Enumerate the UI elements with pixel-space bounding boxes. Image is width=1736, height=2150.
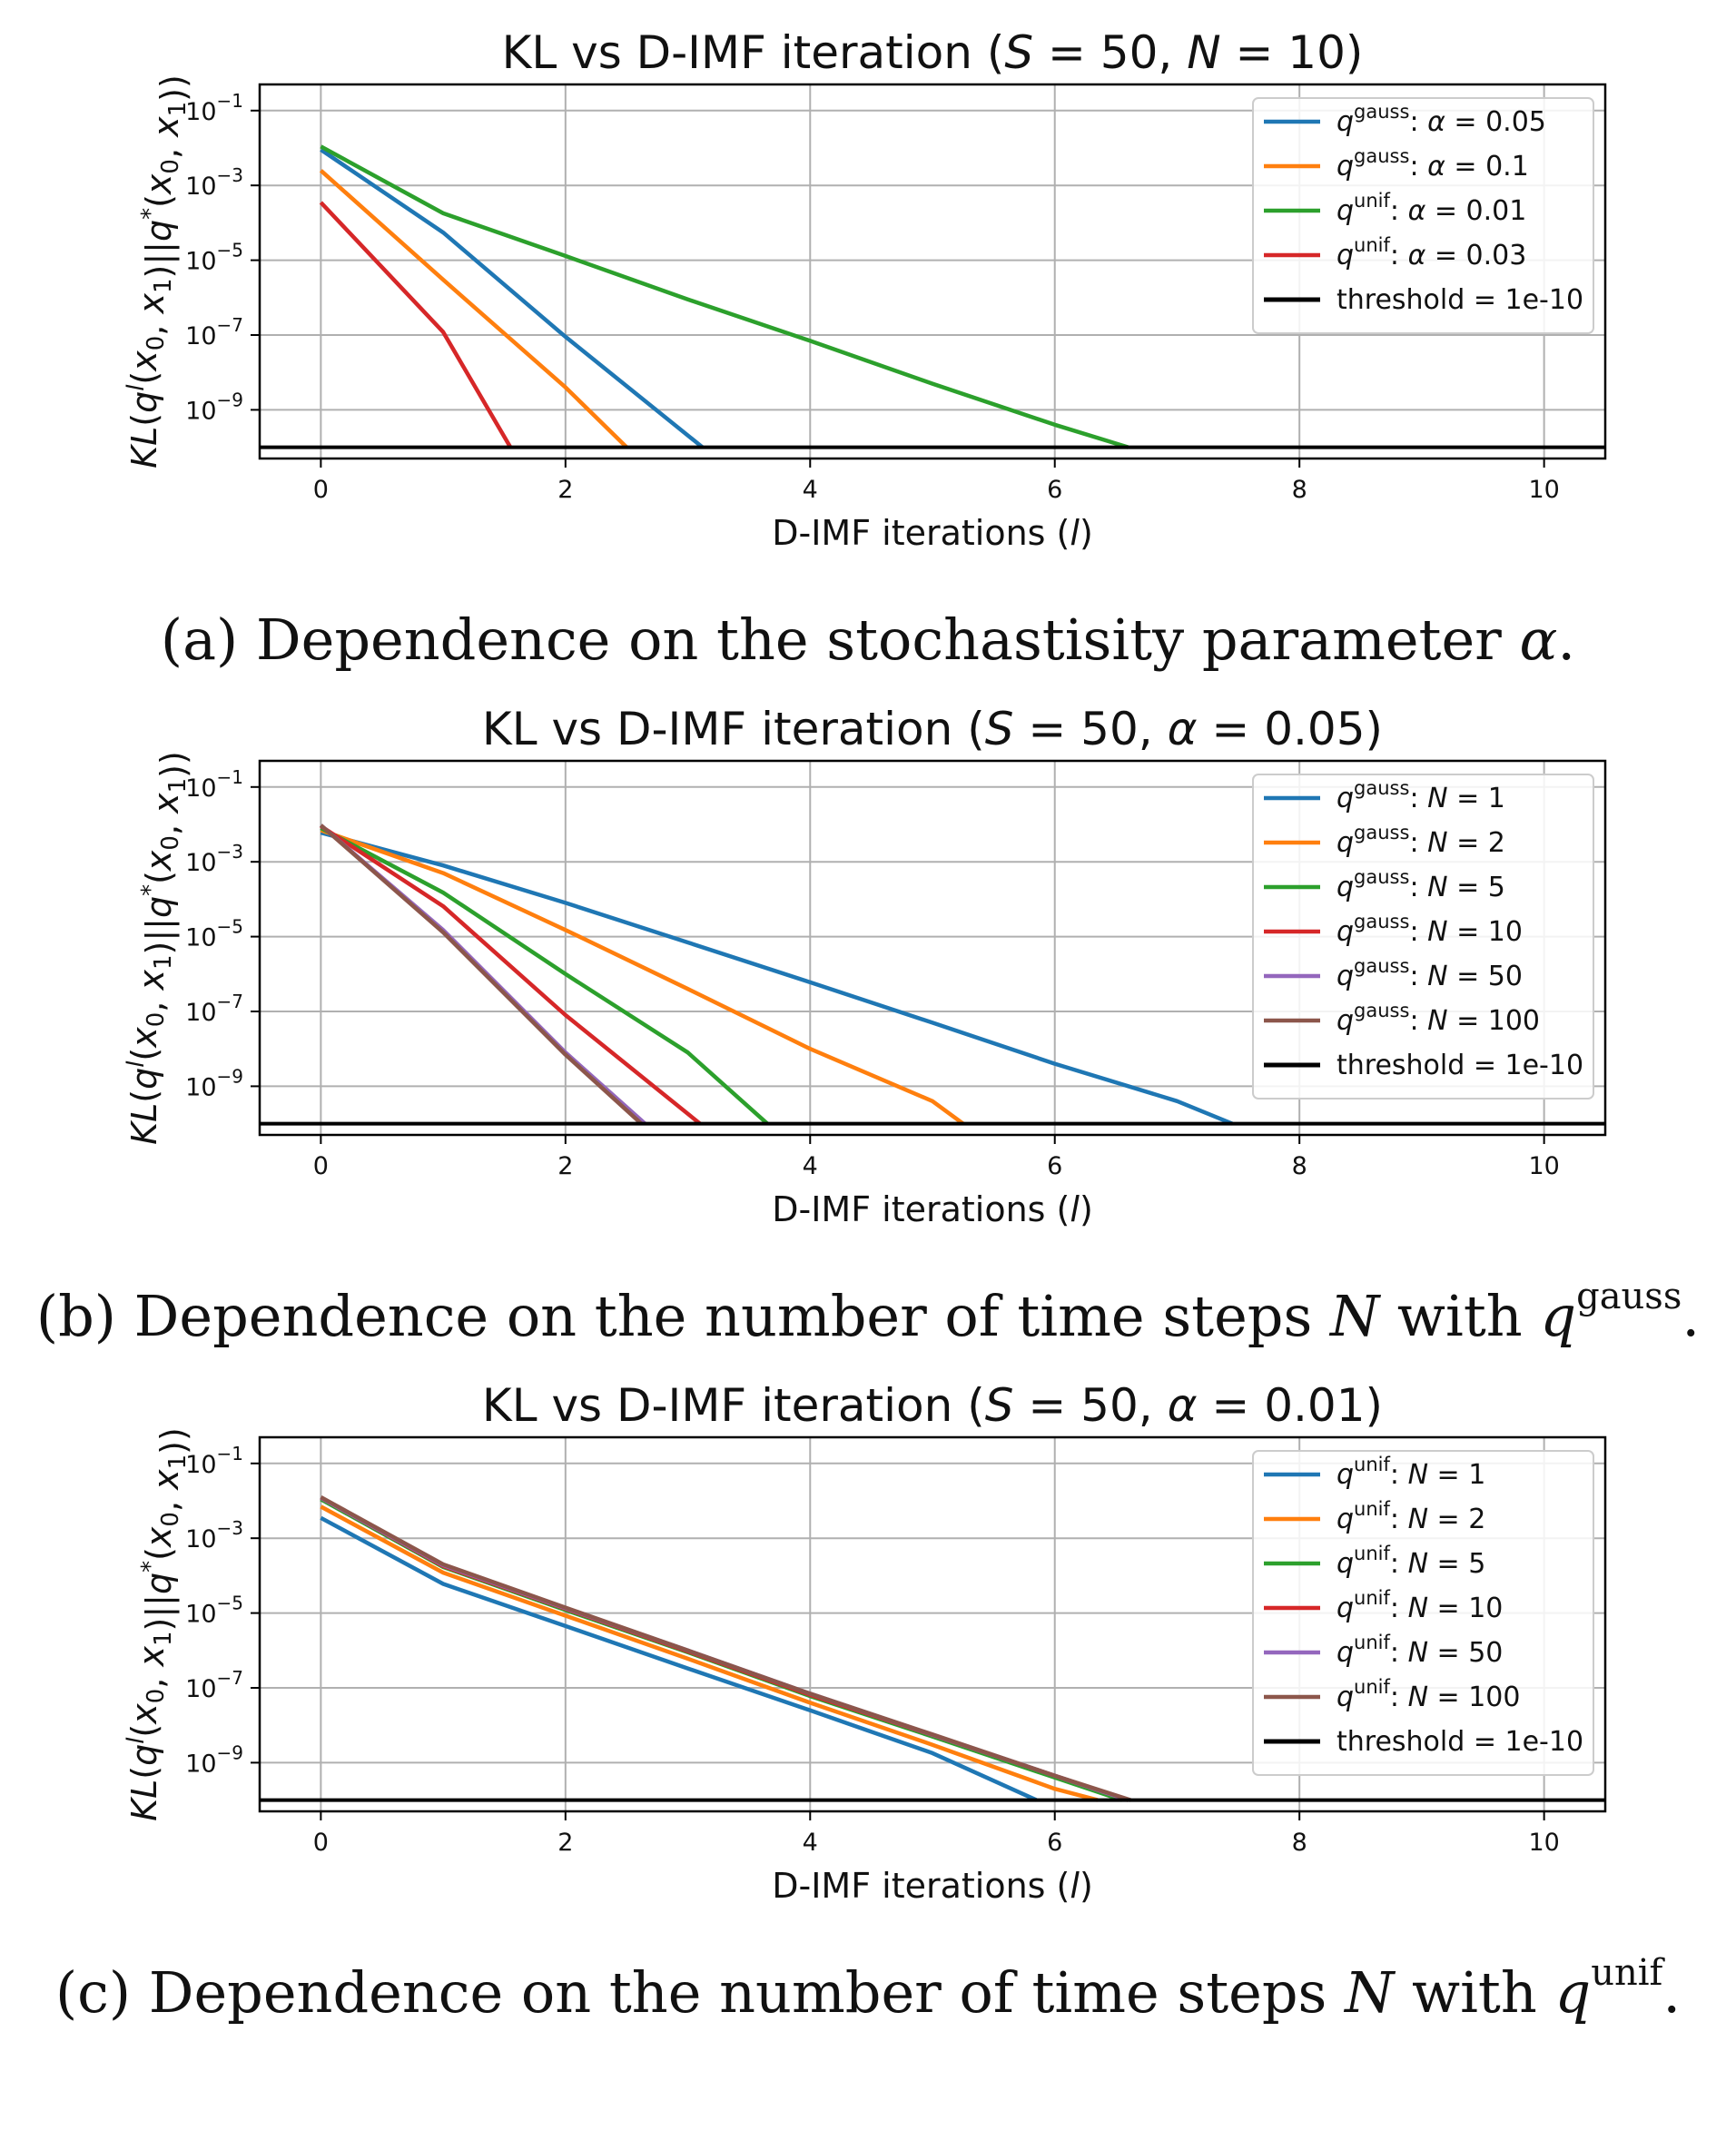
y-tick-label: 10−7 — [185, 991, 243, 1027]
y-tick-label: 10−5 — [185, 240, 243, 276]
x-tick-label: 8 — [1292, 476, 1307, 504]
series-line-green — [320, 144, 1129, 449]
legend: qgauss: N = 1 qgauss: N = 2 qgauss: N = 5 q… — [1252, 774, 1594, 1100]
series-line-purple — [320, 1495, 1129, 1802]
series-line-orange — [320, 1504, 1099, 1802]
x-tick-label: 6 — [1047, 1152, 1062, 1180]
x-tick-label: 10 — [1528, 1152, 1559, 1180]
y-tick-label: 10−3 — [185, 1517, 243, 1553]
y-tick-label: 10−9 — [185, 1741, 243, 1778]
x-tick-label: 8 — [1292, 1829, 1307, 1857]
legend-entry: qgauss: N = 10 — [1337, 911, 1523, 948]
y-tick-label: 10−5 — [185, 916, 243, 952]
plot-frame — [258, 759, 1607, 1137]
y-tick-label: 10−1 — [185, 1443, 243, 1479]
series-line-green — [320, 1497, 1123, 1802]
x-tick-label: 2 — [557, 476, 573, 504]
legend-entry: qunif: α = 0.01 — [1337, 190, 1526, 227]
chart-title: KL vs D-IMF iteration (S = 50, N = 10) — [502, 26, 1364, 79]
x-tick-label: 2 — [557, 1152, 573, 1180]
legend-box — [1252, 1450, 1594, 1776]
legend-entry: threshold = 1e-10 — [1337, 1726, 1583, 1758]
legend-entry: qunif: N = 1 — [1337, 1454, 1485, 1491]
figure-b: KL vs D-IMF iteration (S = 50, α = 0.05)… — [0, 676, 1736, 1276]
y-tick-label: 10−3 — [185, 164, 243, 201]
series-line-blue — [320, 148, 705, 449]
y-axis-label: KL(ql(x0, x1)||q*(x0, x1)) — [123, 1427, 193, 1821]
chart-c: KL vs D-IMF iteration (S = 50, α = 0.01)… — [123, 1379, 1607, 1906]
chart-title: KL vs D-IMF iteration (S = 50, α = 0.05) — [482, 703, 1383, 755]
x-axis-label: D-IMF iterations (l) — [772, 513, 1093, 553]
caption-c: (c) Dependence on the number of time ste… — [54, 1952, 1682, 2026]
legend-entry: qunif: N = 100 — [1337, 1676, 1521, 1713]
chart-a: KL vs D-IMF iteration (S = 50, N = 10) 0 2… — [123, 26, 1607, 553]
series-line-orange — [320, 828, 965, 1126]
chart-b: KL vs D-IMF iteration (S = 50, α = 0.05)… — [123, 703, 1607, 1229]
legend: qgauss: α = 0.05 qgauss: α = 0.1 qunif: α … — [1252, 97, 1594, 334]
y-tick-label: 10−3 — [185, 841, 243, 877]
y-tick-label: 10−9 — [185, 389, 243, 425]
legend-entry: qunif: N = 10 — [1337, 1587, 1503, 1624]
y-axis-label: KL(ql(x0, x1)||q*(x0, x1)) — [123, 751, 193, 1145]
legend-entry: qgauss: N = 1 — [1337, 777, 1505, 814]
x-tick-label: 2 — [557, 1829, 573, 1857]
legend: qunif: N = 1 qunif: N = 2 qunif: N = 5 quni… — [1252, 1450, 1594, 1776]
y-tick-label: 10−7 — [185, 1667, 243, 1703]
series-line-red — [319, 201, 513, 449]
x-tick-label: 0 — [313, 1152, 329, 1180]
legend-entry: qgauss: α = 0.1 — [1337, 145, 1529, 182]
legend-entry: qunif: N = 5 — [1337, 1543, 1485, 1580]
x-tick-label: 6 — [1047, 476, 1062, 504]
y-tick-label: 10−1 — [185, 766, 243, 803]
plot-frame — [258, 83, 1607, 460]
x-tick-label: 6 — [1047, 1829, 1062, 1857]
legend-entry: qunif: N = 2 — [1337, 1498, 1485, 1535]
legend-box — [1252, 97, 1594, 334]
series-line-red — [320, 1495, 1129, 1802]
caption-b: (b) Dependence on the number of time ste… — [35, 1276, 1701, 1349]
x-tick-label: 4 — [803, 1829, 818, 1857]
legend-entry: threshold = 1e-10 — [1337, 284, 1583, 316]
series-line-orange — [319, 169, 628, 449]
y-tick-label: 10−9 — [185, 1065, 243, 1101]
figure-c: KL vs D-IMF iteration (S = 50, α = 0.01)… — [0, 1353, 1736, 1952]
caption-a: (a) Dependence on the stochastisity para… — [160, 607, 1576, 673]
y-axis-label: KL(ql(x0, x1)||q*(x0, x1)) — [123, 74, 193, 468]
series-line-blue — [320, 830, 1233, 1126]
legend-entry: threshold = 1e-10 — [1337, 1050, 1583, 1081]
y-tick-label: 10−5 — [185, 1593, 243, 1629]
figure-a: KL vs D-IMF iteration (S = 50, N = 10) 0 2… — [0, 0, 1736, 599]
series-line-brown — [319, 824, 643, 1126]
legend-entry: qgauss: N = 2 — [1337, 822, 1505, 859]
series-line-blue — [320, 1515, 1038, 1802]
x-axis-label: D-IMF iterations (l) — [772, 1189, 1093, 1229]
y-tick-label: 10−7 — [185, 314, 243, 350]
x-axis-label: D-IMF iterations (l) — [772, 1866, 1093, 1906]
series-line-brown — [320, 1495, 1131, 1802]
x-tick-label: 4 — [803, 1152, 818, 1180]
chart-title: KL vs D-IMF iteration (S = 50, α = 0.01) — [482, 1379, 1383, 1432]
x-tick-label: 10 — [1528, 476, 1559, 504]
legend-entry: qgauss: α = 0.05 — [1337, 101, 1546, 138]
x-tick-label: 4 — [803, 476, 818, 504]
series-line-green — [320, 826, 769, 1126]
plot-frame — [258, 1435, 1607, 1813]
legend-entry: qunif: N = 50 — [1337, 1632, 1503, 1669]
y-tick-label: 10−1 — [185, 90, 243, 126]
legend-entry: qgauss: N = 50 — [1337, 955, 1523, 992]
series-line-red — [320, 824, 702, 1126]
legend-entry: qgauss: N = 100 — [1337, 1000, 1540, 1037]
x-tick-label: 0 — [313, 476, 329, 504]
x-tick-label: 8 — [1292, 1152, 1307, 1180]
x-tick-label: 0 — [313, 1829, 329, 1857]
legend-box — [1252, 774, 1594, 1100]
x-tick-label: 10 — [1528, 1829, 1559, 1857]
legend-entry: qunif: α = 0.03 — [1337, 234, 1526, 271]
legend-entry: qgauss: N = 5 — [1337, 866, 1505, 903]
